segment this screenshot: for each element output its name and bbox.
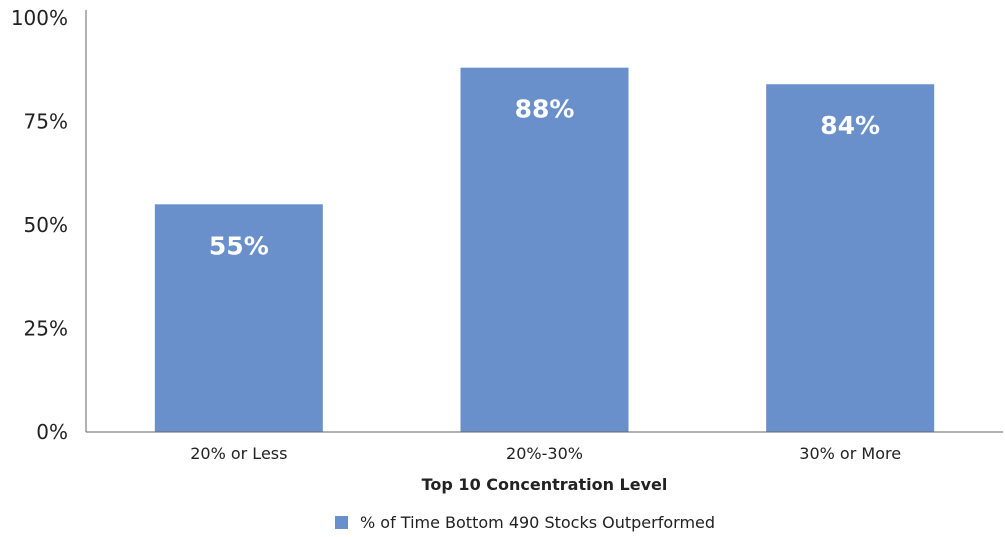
y-tick-label: 75%: [24, 110, 68, 134]
x-tick-label: 20% or Less: [190, 444, 287, 463]
legend-swatch: [335, 516, 348, 529]
y-tick-label: 0%: [36, 420, 68, 444]
bars: [154, 67, 935, 433]
x-tick-label: 20%-30%: [506, 444, 583, 463]
y-axis-ticks: 0% 25% 50% 75% 100%: [11, 6, 68, 444]
legend-label: % of Time Bottom 490 Stocks Outperformed: [360, 513, 715, 532]
x-tick-label: 30% or More: [799, 444, 901, 463]
legend: % of Time Bottom 490 Stocks Outperformed: [335, 513, 715, 532]
bar: [460, 67, 629, 433]
bar-data-label: 84%: [820, 111, 880, 140]
bar-data-label: 88%: [515, 95, 575, 124]
x-axis-tick-labels: 20% or Less 20%-30% 30% or More: [190, 444, 901, 463]
bar-data-label: 55%: [209, 231, 269, 260]
x-axis-title: Top 10 Concentration Level: [422, 475, 668, 494]
bar: [766, 84, 935, 433]
y-tick-label: 25%: [24, 317, 68, 341]
data-labels: 55% 88% 84%: [209, 95, 880, 261]
bar: [154, 204, 323, 432]
y-tick-label: 50%: [24, 213, 68, 237]
y-tick-label: 100%: [11, 6, 68, 30]
